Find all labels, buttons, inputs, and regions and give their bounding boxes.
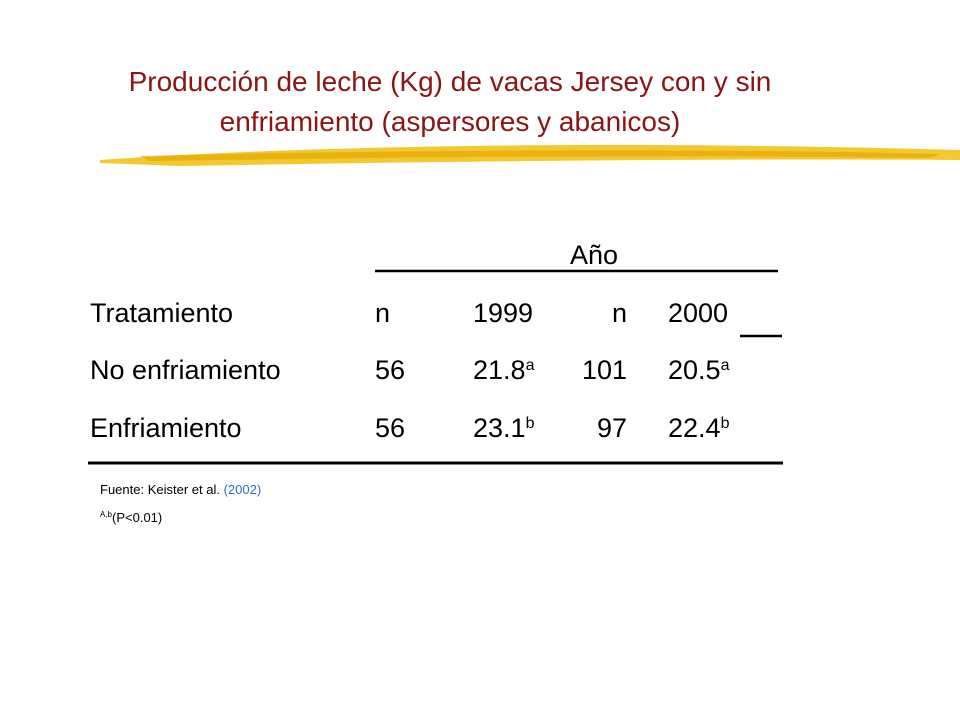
superscript: A,b [100, 510, 113, 519]
superscript: a [525, 357, 535, 374]
cell-value: 22.4 [668, 413, 721, 443]
cell: 101 [581, 355, 627, 385]
cell: 97 [596, 413, 627, 443]
header-cell: 2000 [668, 298, 729, 328]
cell: 21.8a [473, 355, 534, 386]
footnote-source: Fuente: Keister et al. (2002) [100, 482, 261, 497]
cell: 23.1b [473, 413, 534, 444]
brush-stroke [140, 150, 940, 161]
header-cell: n [375, 298, 391, 328]
group-header: Año [570, 240, 619, 270]
significance: (P<0.01) [112, 510, 163, 525]
header-cell: n [611, 298, 627, 328]
cell: 22.4b [668, 413, 729, 444]
superscript: b [525, 415, 535, 432]
cell: No enfriamiento [90, 355, 281, 385]
cell: 56 [375, 413, 406, 443]
source-year: (2002) [223, 482, 262, 497]
cell-value: 21.8 [473, 355, 526, 385]
header-cell: Tratamiento [90, 298, 234, 328]
cell-value: 20.5 [668, 355, 721, 385]
title-line: enfriamiento (aspersores y abanicos) [219, 106, 681, 137]
cell: Enfriamiento [90, 413, 242, 443]
title-line: Producción de leche (Kg) de vacas Jersey… [128, 66, 772, 97]
cell: 20.5a [668, 355, 729, 386]
footnote-significance: A,b(P<0.01) [100, 510, 162, 525]
cell-value: 23.1 [473, 413, 526, 443]
source: Fuente: Keister et al. [100, 482, 220, 497]
header-cell: 1999 [473, 298, 534, 328]
cell: 56 [375, 355, 406, 385]
superscript: a [720, 357, 730, 374]
superscript: b [720, 415, 730, 432]
